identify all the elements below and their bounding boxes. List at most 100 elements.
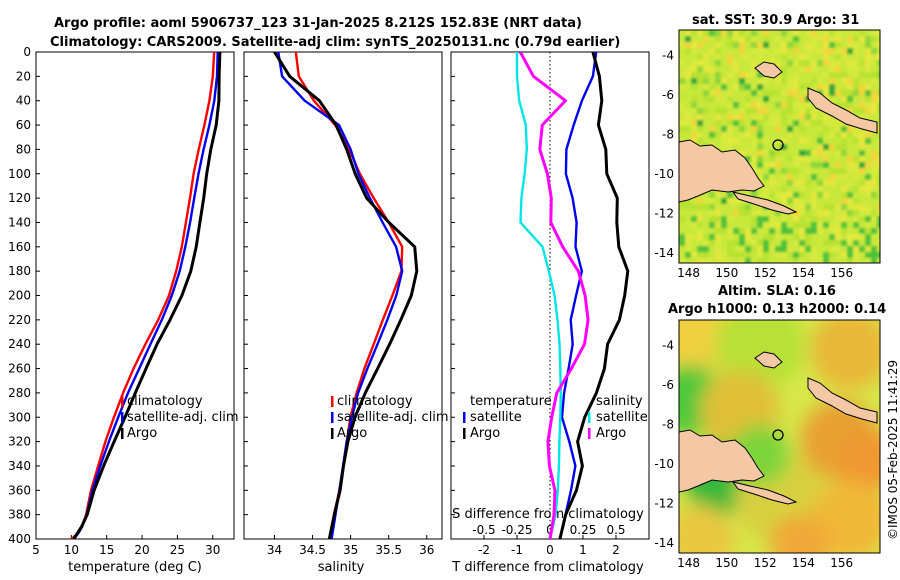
- sst-cell: [817, 126, 824, 133]
- sst-cell: [751, 66, 758, 73]
- sst-cell: [829, 72, 836, 79]
- sst-cell: [751, 258, 758, 263]
- sst-cell: [847, 132, 854, 139]
- sst-cell: [757, 246, 764, 253]
- sst-cell: [757, 252, 764, 259]
- sst-cell: [805, 120, 812, 127]
- sst-cell: [721, 138, 728, 145]
- sst-cell: [703, 234, 710, 241]
- sst-cell: [715, 60, 722, 67]
- sst-cell: [685, 96, 692, 103]
- sst-cell: [865, 192, 872, 199]
- sst-cell: [835, 162, 842, 169]
- sst-cell: [751, 192, 758, 199]
- sst-cell: [835, 240, 842, 247]
- sst-cell: [769, 138, 776, 145]
- sst-cell: [691, 234, 698, 241]
- sst-cell: [859, 108, 866, 115]
- sst-cell: [679, 54, 686, 61]
- sst-cell: [835, 198, 842, 205]
- sst-cell: [859, 90, 866, 97]
- sst-cell: [745, 156, 752, 163]
- sst-cell: [685, 60, 692, 67]
- sst-cell: [733, 54, 740, 61]
- sst-cell: [871, 180, 878, 187]
- sst-cell: [745, 222, 752, 229]
- sst-cell: [787, 234, 794, 241]
- sst-cell: [733, 114, 740, 121]
- sst-cell: [703, 54, 710, 61]
- sst-cell: [817, 258, 824, 263]
- sst-cell: [793, 54, 800, 61]
- sst-cell: [769, 222, 776, 229]
- sst-cell: [841, 72, 848, 79]
- sst-cell: [763, 96, 770, 103]
- sst-cell: [871, 90, 878, 97]
- sst-cell: [745, 90, 752, 97]
- sst-cell: [769, 162, 776, 169]
- sst-cell: [877, 120, 880, 127]
- sst-cell: [817, 84, 824, 91]
- sst-cell: [745, 144, 752, 151]
- sst-cell: [811, 162, 818, 169]
- sst-cell: [811, 72, 818, 79]
- temperature-xlabel: temperature (deg C): [68, 560, 202, 575]
- sst-cell: [769, 90, 776, 97]
- sst-cell: [817, 72, 824, 79]
- sst-cell: [775, 108, 782, 115]
- sst-cell: [685, 216, 692, 223]
- sst-cell: [733, 216, 740, 223]
- sst-cell: [739, 120, 746, 127]
- sst-cell: [805, 96, 812, 103]
- sst-cell: [835, 126, 842, 133]
- sst-cell: [853, 84, 860, 91]
- sst-cell: [871, 132, 878, 139]
- sst-cell: [865, 96, 872, 103]
- depth-tick-label: 200: [8, 289, 31, 303]
- x-tick-label: 15: [99, 543, 114, 557]
- sst-cell: [877, 228, 880, 235]
- sst-cell: [805, 162, 812, 169]
- sst-cell: [733, 42, 740, 49]
- sst-cell: [829, 54, 836, 61]
- sst-cell: [709, 48, 716, 55]
- sst-cell: [817, 174, 824, 181]
- sst-cell: [835, 42, 842, 49]
- sst-cell: [835, 156, 842, 163]
- sst-cell: [841, 150, 848, 157]
- sst-cell: [691, 30, 698, 37]
- sst-cell: [679, 66, 686, 73]
- sst-cell: [829, 120, 836, 127]
- sst-cell: [811, 36, 818, 43]
- series-difference-argo-salinity: [518, 52, 590, 539]
- sst-cell: [799, 138, 806, 145]
- sst-cell: [697, 198, 704, 205]
- sst-cell: [877, 180, 880, 187]
- land-islands: [731, 191, 798, 215]
- sst-cell: [859, 156, 866, 163]
- sst-cell: [847, 138, 854, 145]
- sst-cell: [763, 258, 770, 263]
- sst-cell: [835, 96, 842, 103]
- sst-cell: [787, 66, 794, 73]
- sst-cell: [817, 168, 824, 175]
- sst-cell: [691, 210, 698, 217]
- sst-cell: [769, 228, 776, 235]
- sst-cell: [757, 168, 764, 175]
- sst-cell: [877, 102, 880, 109]
- sst-cell: [799, 192, 806, 199]
- sst-cell: [799, 174, 806, 181]
- sst-cell: [799, 84, 806, 91]
- sst-cell: [739, 144, 746, 151]
- sst-cell: [781, 30, 788, 37]
- sst-cell: [697, 210, 704, 217]
- sst-cell: [805, 42, 812, 49]
- legend-label-t-argo: Argo: [470, 426, 500, 441]
- sst-cell: [703, 96, 710, 103]
- sst-cell: [775, 90, 782, 97]
- sst-cell: [721, 126, 728, 133]
- sst-cell: [817, 66, 824, 73]
- sst-cell: [859, 198, 866, 205]
- sst-cell: [859, 54, 866, 61]
- sla-map: [679, 320, 880, 553]
